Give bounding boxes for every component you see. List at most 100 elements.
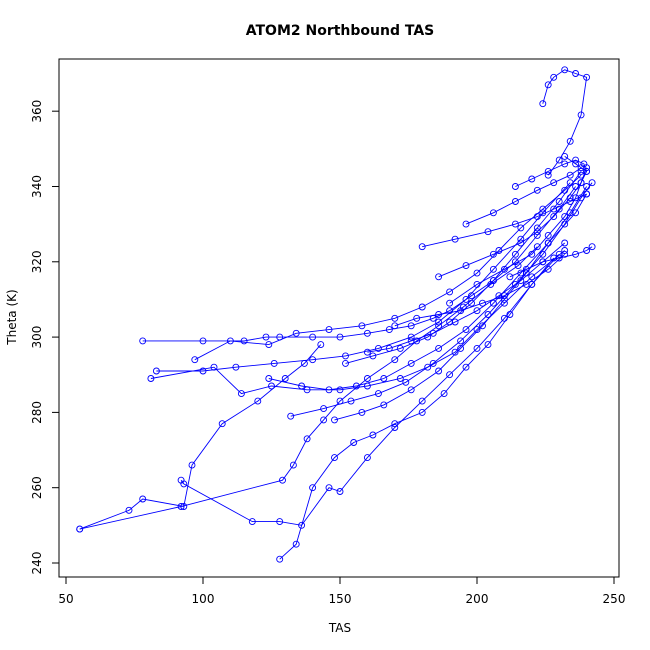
data-point	[303, 435, 311, 443]
data-point	[495, 292, 503, 300]
data-point	[226, 337, 234, 345]
series-line	[509, 246, 593, 278]
data-point	[429, 359, 437, 367]
data-point	[566, 194, 574, 202]
data-point	[407, 337, 415, 345]
data-point	[588, 243, 596, 251]
data-point	[500, 292, 508, 300]
data-point	[555, 156, 563, 164]
series-14	[446, 164, 591, 307]
data-point	[413, 337, 421, 345]
data-point	[577, 111, 585, 119]
y-tick-label: 320	[30, 250, 44, 273]
data-point	[407, 386, 415, 394]
data-point	[281, 375, 289, 382]
data-point	[358, 322, 366, 330]
data-point	[544, 231, 552, 239]
data-point	[489, 209, 497, 217]
x-tick-label: 50	[58, 592, 73, 606]
data-point	[218, 420, 226, 428]
data-point	[336, 333, 344, 341]
data-point	[533, 224, 541, 232]
data-point	[588, 179, 596, 187]
data-point	[435, 367, 443, 375]
data-point	[468, 299, 475, 307]
data-point	[292, 329, 300, 337]
data-point	[265, 375, 273, 382]
data-point	[199, 337, 207, 345]
data-point	[407, 333, 415, 341]
data-point	[76, 525, 84, 533]
data-point	[418, 397, 426, 405]
data-point	[555, 250, 563, 258]
data-point	[583, 190, 591, 198]
data-point	[342, 359, 349, 367]
data-point	[352, 382, 360, 390]
data-point	[139, 495, 147, 503]
data-point	[473, 344, 481, 352]
data-point	[462, 295, 470, 303]
series-6	[147, 247, 569, 398]
series-line	[515, 159, 588, 187]
data-point	[577, 167, 585, 175]
data-point	[500, 295, 508, 303]
data-point	[125, 506, 133, 514]
data-point	[240, 337, 248, 345]
data-point	[572, 250, 580, 258]
data-point	[555, 198, 563, 205]
x-tick-label: 200	[466, 592, 489, 606]
y-axis-label: Theta (K)	[5, 289, 19, 345]
data-point	[380, 401, 388, 409]
series-line	[367, 242, 565, 353]
data-point	[418, 243, 426, 251]
data-point	[363, 375, 371, 382]
data-point	[528, 250, 536, 258]
y-tick-label: 280	[30, 401, 44, 424]
data-point	[391, 424, 399, 431]
data-point	[451, 348, 459, 356]
series-18	[511, 156, 591, 190]
data-point	[363, 348, 371, 356]
plot-frame	[58, 58, 620, 578]
data-point	[347, 397, 355, 405]
data-point	[331, 454, 338, 462]
data-point	[479, 299, 486, 307]
data-point	[511, 198, 519, 205]
data-point	[276, 555, 284, 563]
data-point	[279, 476, 286, 484]
data-point	[435, 273, 443, 281]
data-point	[276, 518, 284, 526]
data-point	[336, 488, 344, 495]
series-17	[539, 66, 591, 179]
data-point	[292, 540, 300, 548]
data-point	[180, 480, 188, 488]
data-point	[583, 167, 591, 175]
data-point	[380, 375, 388, 382]
data-point	[522, 265, 530, 273]
data-point	[317, 341, 325, 349]
data-point	[268, 382, 275, 390]
data-point	[544, 81, 552, 89]
data-point	[555, 254, 563, 262]
data-point	[446, 299, 454, 307]
data-point	[413, 314, 421, 322]
data-point	[528, 273, 536, 281]
data-point	[457, 337, 465, 345]
data-point	[363, 329, 371, 337]
y-tick-label: 300	[30, 326, 44, 349]
data-point	[544, 265, 552, 273]
data-point	[424, 363, 432, 371]
data-point	[320, 416, 328, 424]
data-point	[511, 280, 519, 288]
data-point	[451, 318, 459, 326]
data-point	[309, 484, 317, 492]
data-point	[391, 356, 399, 364]
data-point	[435, 344, 443, 352]
series-line	[438, 156, 588, 278]
data-point	[374, 390, 382, 398]
data-point	[572, 209, 580, 217]
series-4	[276, 250, 563, 563]
axes-layer: 50 100 150 200 250 240 260 280 300 320 340 360	[30, 100, 625, 606]
